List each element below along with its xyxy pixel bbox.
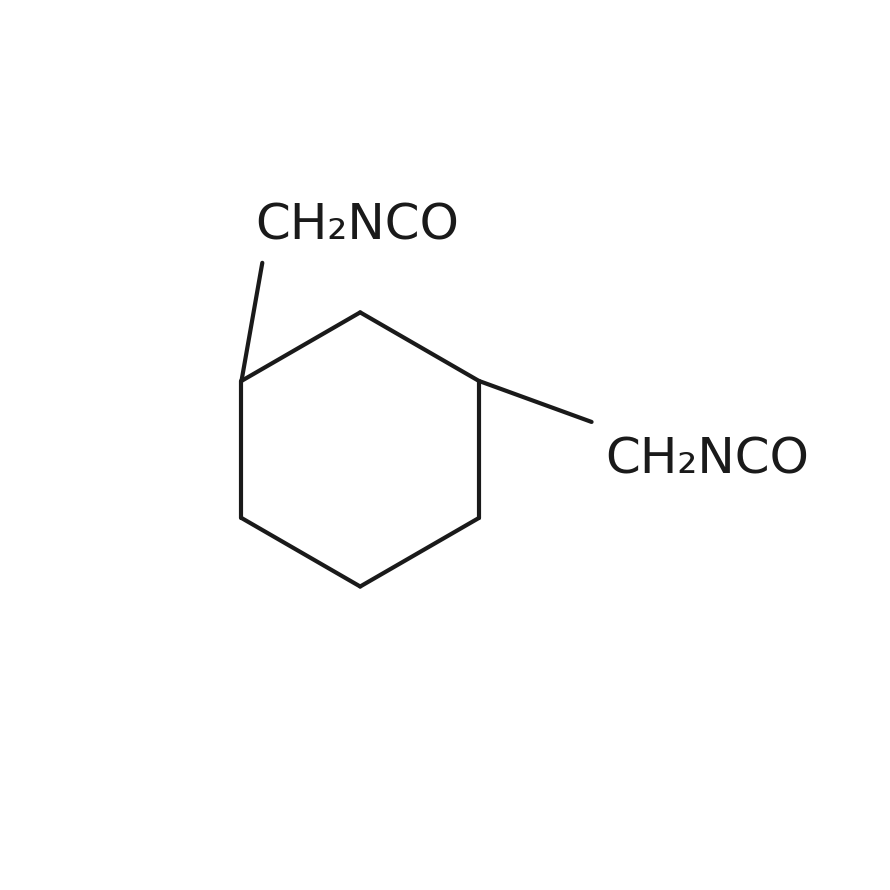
Text: CH₂NCO: CH₂NCO <box>255 201 459 249</box>
Text: CH₂NCO: CH₂NCO <box>605 435 809 483</box>
